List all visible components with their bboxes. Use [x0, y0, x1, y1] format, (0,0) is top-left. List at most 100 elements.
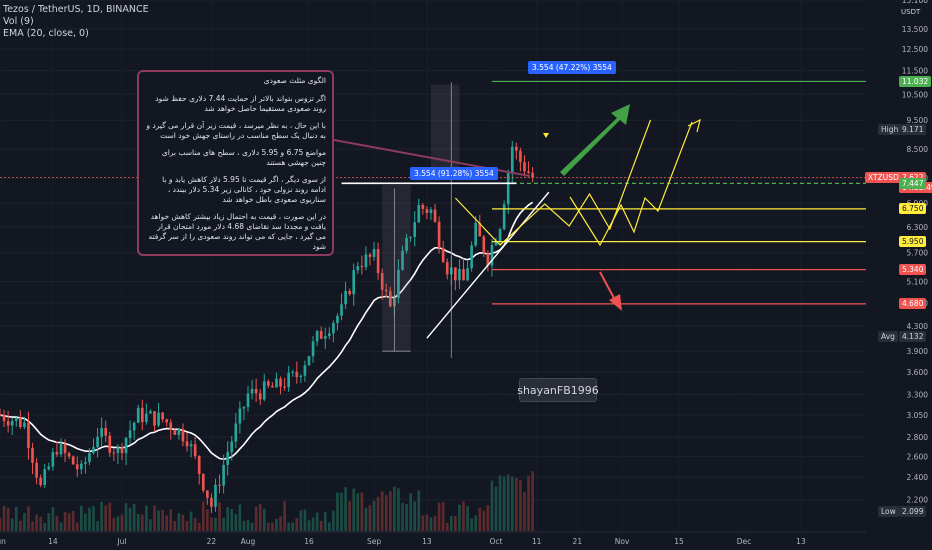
volume-bar: [425, 514, 429, 531]
volume-bar: [55, 515, 59, 531]
volume-bar: [458, 504, 461, 531]
candle-body: [104, 427, 108, 436]
volume-bar: [344, 487, 347, 531]
candle-body: [193, 444, 197, 457]
y-tick-label: 6.300: [907, 223, 929, 232]
x-tick-label: Jun: [0, 537, 6, 546]
candle-body: [344, 290, 347, 305]
volume-bar: [462, 501, 465, 531]
ema-indicator-label[interactable]: EMA (20, close, 0): [3, 28, 89, 39]
candle-body: [35, 462, 38, 478]
volume-bar: [433, 516, 437, 531]
volume-bar: [372, 500, 376, 531]
candle-body: [173, 430, 177, 435]
x-tick-label: Sep: [367, 537, 381, 546]
measure-label-top[interactable]: 3.554 (47.22%) 3554: [528, 61, 616, 74]
volume-bar: [279, 516, 282, 531]
y-tick-label: 2.400: [907, 473, 929, 482]
volume-bar: [100, 501, 103, 531]
volume-bar: [35, 514, 38, 531]
price-tag: 4.132: [899, 330, 927, 342]
candle-body: [364, 254, 368, 268]
candle-body: [153, 411, 156, 426]
price-tag: 7.622: [899, 171, 927, 183]
x-tick-label: 16: [304, 537, 314, 546]
y-tick-label: 3.900: [907, 347, 929, 356]
volume-bar: [454, 516, 457, 531]
x-tick-label: 21: [573, 537, 583, 546]
y-tick-label: 4.300: [907, 322, 929, 331]
candle-body: [169, 422, 173, 431]
candle-body: [132, 422, 136, 431]
volume-bar: [173, 520, 177, 531]
candle-body: [279, 378, 282, 387]
volume-bar: [124, 503, 128, 531]
volume-bar: [59, 522, 63, 531]
volume-bar: [332, 510, 335, 531]
price-tag: XTZUSDT: [865, 171, 907, 183]
candle-body: [336, 315, 339, 324]
x-tick-label: Jul: [116, 537, 126, 546]
volume-bar: [271, 522, 274, 531]
candle-body: [0, 414, 2, 416]
candle-body: [6, 421, 10, 426]
volume-bar: [96, 521, 99, 531]
candle-body: [14, 417, 18, 421]
volume-bar: [71, 510, 75, 531]
candle-body: [149, 411, 152, 414]
y-tick-label: 2.200: [907, 496, 929, 505]
projection-path-yellow: [454, 119, 652, 246]
x-tick-label: 14: [48, 537, 58, 546]
volume-bar: [502, 476, 506, 531]
x-tick-label: 22: [207, 537, 217, 546]
measure-label-left[interactable]: 3.554 (91.28%) 3554: [410, 167, 498, 180]
candle-body: [413, 222, 417, 237]
volume-bar: [104, 505, 108, 531]
candle-body: [523, 162, 526, 172]
volume-bar: [246, 520, 250, 531]
volume-bar: [67, 513, 71, 531]
note-paragraph: از سوی دیگر ، اگر قیمت تا 5.95 دلار کاهش…: [162, 175, 326, 204]
volume-bar: [307, 520, 311, 531]
candle-body: [527, 171, 530, 173]
candle-body: [437, 221, 441, 249]
candle-body: [323, 336, 327, 339]
volume-bar: [222, 517, 225, 531]
volume-bar: [364, 507, 368, 531]
candle-body: [433, 209, 437, 222]
candle-body: [120, 447, 124, 454]
candle-body: [332, 323, 335, 334]
volume-indicator-label[interactable]: Vol (9): [3, 16, 34, 27]
candle-body: [185, 441, 189, 447]
candle-body: [189, 444, 193, 447]
candle-body: [250, 388, 254, 394]
volume-bar: [181, 514, 185, 531]
green-arrow: [560, 104, 630, 176]
volume-bar: [356, 493, 360, 531]
candle-body: [206, 490, 209, 498]
volume-bar: [515, 477, 518, 531]
projection-path-yellow: [569, 121, 693, 247]
candle-body: [531, 172, 534, 178]
candle-body: [360, 266, 364, 268]
volume-bar: [218, 502, 221, 531]
volume-bar: [506, 474, 510, 531]
volume-bar: [323, 512, 327, 531]
x-tick-label: Aug: [241, 537, 256, 546]
candle-body: [63, 443, 67, 454]
arrowhead-yellow: [687, 118, 701, 133]
volume-bar: [169, 509, 173, 531]
volume-bar: [226, 507, 230, 531]
candle-body: [71, 456, 75, 465]
volume-bar: [128, 507, 132, 531]
volume-bar: [421, 515, 425, 531]
candle-body: [417, 204, 421, 223]
candle-body: [372, 249, 376, 257]
candle-body: [498, 229, 502, 242]
candle-body: [210, 497, 213, 507]
volume-bar: [47, 513, 51, 531]
volume-bar: [527, 475, 530, 531]
volume-bar: [429, 517, 433, 531]
analysis-note[interactable]: الگوی مثلث صعودی اگر تزوس بتواند بالاتر …: [137, 70, 334, 256]
measure-box: [382, 185, 411, 352]
